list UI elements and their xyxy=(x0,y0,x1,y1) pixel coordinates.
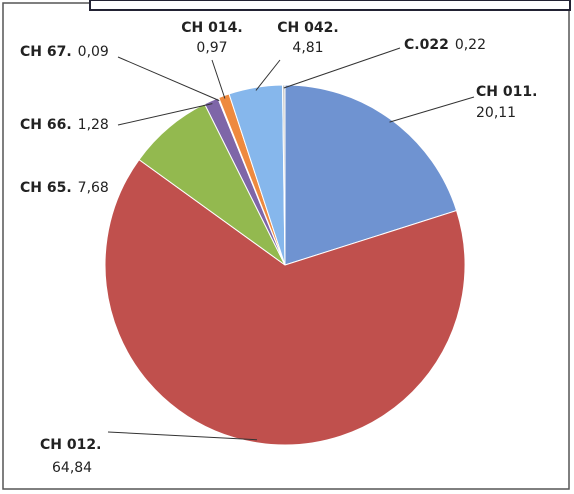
value-label: 0,09 xyxy=(78,44,109,60)
pie-slice xyxy=(284,84,458,266)
leader-line xyxy=(107,431,258,441)
value-label: 1,28 xyxy=(78,117,109,133)
category-label: C.022 xyxy=(404,37,449,53)
leader-line xyxy=(117,56,220,102)
data-label: C.022 0,22 xyxy=(404,37,486,53)
category-label: CH 011. xyxy=(476,84,537,100)
value-label: 0,22 xyxy=(455,37,486,53)
top-frame xyxy=(89,0,571,11)
data-label: CH 65. 7,68 xyxy=(20,180,109,196)
value-label: 20,11 xyxy=(476,105,516,121)
leader-line xyxy=(283,47,401,89)
category-label: CH 67. xyxy=(20,44,72,60)
leader-line xyxy=(211,59,226,99)
category-name: CH 012. xyxy=(40,437,101,453)
value-label: 7,68 xyxy=(78,180,109,196)
leader-line xyxy=(255,59,281,91)
value-label: 0,97 xyxy=(196,40,227,56)
pie-slice xyxy=(282,84,286,266)
category-label: CH 66. xyxy=(20,117,72,133)
leader-line xyxy=(389,96,475,123)
category-name: CH 011. xyxy=(476,84,537,100)
category-label: CH 65. xyxy=(20,180,72,196)
value-label: 4,81 xyxy=(292,40,323,56)
category-name: CH 014. xyxy=(181,20,242,36)
pie-slice xyxy=(104,158,466,446)
leader-line xyxy=(117,103,213,126)
data-label: CH 67. 0,09 xyxy=(20,44,109,60)
data-label: CH 66. 1,28 xyxy=(20,117,109,133)
category-label: CH 014. xyxy=(181,20,242,36)
value-label: 64,84 xyxy=(52,460,92,476)
category-label: CH 012. xyxy=(40,437,101,453)
category-label: CH 042. xyxy=(277,20,338,36)
category-name: CH 042. xyxy=(277,20,338,36)
